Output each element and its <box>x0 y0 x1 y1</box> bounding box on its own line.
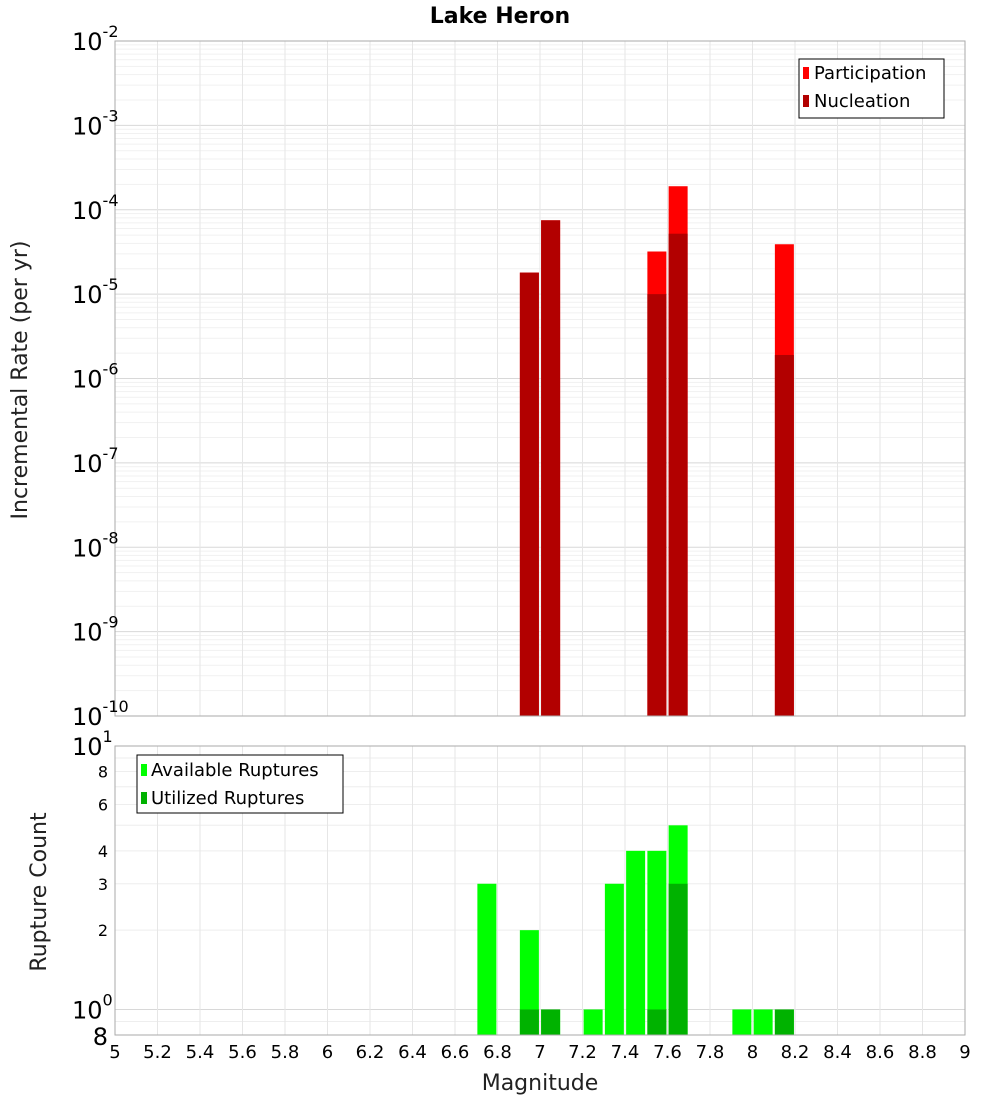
available-ruptures-bar <box>732 1009 752 1035</box>
available-ruptures-bar <box>626 850 646 1035</box>
available-ruptures-bar <box>647 850 667 1035</box>
x-tick-label: 8.2 <box>781 1042 810 1063</box>
top-y-tick-label: 10-9 <box>72 613 119 647</box>
bottom-y-tick-label: 4 <box>98 842 108 861</box>
x-tick-label: 7.2 <box>568 1042 597 1063</box>
top-y-tick-label: 10-7 <box>72 444 119 478</box>
bottom-y-axis-label: Rupture Count <box>27 812 52 972</box>
top-y-tick-label: 10-2 <box>72 22 119 56</box>
bottom-y-tick-label: 8 <box>93 1023 108 1051</box>
legend-box <box>798 58 945 119</box>
legend-swatch <box>141 764 147 776</box>
bottom-y-tick-label: 6 <box>98 795 108 814</box>
chart-title: Lake Heron <box>430 4 570 29</box>
legend-label: Participation <box>814 63 926 84</box>
utilized-ruptures-bar <box>774 1009 794 1035</box>
x-tick-label: 6 <box>322 1042 333 1063</box>
x-tick-label: 8.8 <box>908 1042 937 1063</box>
bottom-y-decade-label: 101 <box>72 727 113 761</box>
top-y-tick-label: 10-3 <box>72 106 119 140</box>
x-axis-label: Magnitude <box>482 1071 599 1096</box>
bottom-legend: Available Ruptures Utilized Ruptures <box>136 754 344 814</box>
top-plot-border <box>114 40 966 717</box>
available-ruptures-bar <box>753 1009 773 1035</box>
x-tick-label: 7 <box>534 1042 545 1063</box>
x-tick-label: 7.8 <box>696 1042 725 1063</box>
nucleation-bar <box>774 354 794 716</box>
x-tick-label: 8 <box>747 1042 758 1063</box>
legend-swatch <box>803 67 809 79</box>
bottom-y-tick-label: 8 <box>98 763 108 782</box>
legend-label: Available Ruptures <box>151 760 319 781</box>
x-tick-label: 7.4 <box>611 1042 640 1063</box>
legend-swatch <box>141 792 147 804</box>
bottom-y-decade-label: 100 <box>72 990 113 1024</box>
x-tick-label: 7.6 <box>653 1042 682 1063</box>
x-tick-label: 8.6 <box>866 1042 895 1063</box>
legend-label: Utilized Ruptures <box>151 788 304 809</box>
x-tick-label: 5.6 <box>228 1042 257 1063</box>
x-tick-label: 6.8 <box>483 1042 512 1063</box>
top-plot-area: 10-10 10-9 10-8 10-7 10-6 10-5 10-4 10-3 10-2 Par… <box>72 22 966 731</box>
available-ruptures-bar <box>583 1009 603 1035</box>
bottom-y-tick-label: 3 <box>98 875 108 894</box>
top-legend: Participation Nucleation <box>798 58 945 119</box>
bottom-y-tick-label: 2 <box>98 921 108 940</box>
legend-swatch <box>803 95 809 107</box>
utilized-ruptures-bar <box>647 1009 667 1035</box>
nucleation-bar <box>541 220 561 717</box>
nucleation-bar <box>647 294 667 716</box>
bottom-plot-border <box>114 745 966 1036</box>
x-tick-label: 9 <box>959 1042 970 1063</box>
top-y-tick-label: 10-6 <box>72 360 119 394</box>
x-tick-label: 6.2 <box>356 1042 385 1063</box>
available-ruptures-bar <box>604 883 624 1035</box>
x-tick-label: 6.4 <box>398 1042 427 1063</box>
nucleation-bar <box>519 272 539 716</box>
x-tick-label: 5.8 <box>271 1042 300 1063</box>
utilized-ruptures-bar <box>519 1009 539 1035</box>
x-tick-label: 5.4 <box>186 1042 215 1063</box>
x-tick-label: 5.2 <box>143 1042 172 1063</box>
top-y-tick-label: 10-8 <box>72 528 119 562</box>
top-y-axis-label: Incremental Rate (per yr) <box>8 241 33 520</box>
top-y-tick-label: 10-5 <box>72 275 119 309</box>
top-y-tick-label: 10-10 <box>72 697 129 731</box>
legend-box <box>136 754 344 814</box>
x-tick-label: 5 <box>109 1042 120 1063</box>
top-y-tick-label: 10-4 <box>72 191 119 225</box>
utilized-ruptures-bar <box>668 883 688 1035</box>
utilized-ruptures-bar <box>541 1009 561 1035</box>
x-tick-label: 6.6 <box>441 1042 470 1063</box>
nucleation-bar <box>668 233 688 716</box>
legend-label: Nucleation <box>814 91 910 112</box>
available-ruptures-bar <box>477 883 497 1035</box>
available-ruptures-bar <box>519 930 539 1035</box>
x-tick-label: 8.4 <box>823 1042 852 1063</box>
